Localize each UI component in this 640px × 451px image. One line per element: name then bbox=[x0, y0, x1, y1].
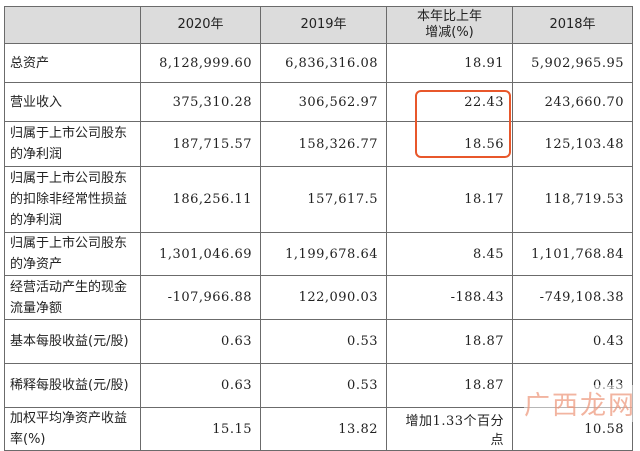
cell-change: 22.43 bbox=[386, 82, 513, 122]
header-row: 2020年 2019年 本年比上年 增减(%) 2018年 bbox=[4, 6, 633, 44]
cell-change: 18.91 bbox=[386, 43, 513, 83]
row-label: 归属于上市公司股东的净资产 bbox=[4, 232, 141, 276]
cell-2020: 0.63 bbox=[140, 319, 261, 364]
table-row: 基本每股收益(元/股) 0.63 0.53 18.87 0.43 bbox=[4, 319, 633, 364]
cell-2020: 187,715.57 bbox=[140, 121, 261, 167]
cell-2020: 1,301,046.69 bbox=[140, 232, 261, 276]
table-row: 归属于上市公司股东的扣除非经常性损益的净利润 186,256.11 157,61… bbox=[4, 166, 633, 233]
row-label: 经营活动产生的现金流量净额 bbox=[4, 275, 141, 320]
cell-2018: 5,902,965.95 bbox=[512, 43, 633, 83]
header-2020: 2020年 bbox=[140, 6, 261, 44]
cell-2018: 0.43 bbox=[512, 319, 633, 364]
row-label: 基本每股收益(元/股) bbox=[4, 319, 141, 364]
cell-2020: 375,310.28 bbox=[140, 82, 261, 122]
header-2018: 2018年 bbox=[512, 6, 633, 44]
cell-change: 8.45 bbox=[386, 232, 513, 276]
cell-2018: 243,660.70 bbox=[512, 82, 633, 122]
cell-2020: 8,128,999.60 bbox=[140, 43, 261, 83]
cell-change: 18.17 bbox=[386, 166, 513, 233]
cell-2019: 1,199,678.64 bbox=[260, 232, 387, 276]
cell-2019: 0.53 bbox=[260, 319, 387, 364]
row-label: 稀释每股收益(元/股) bbox=[4, 363, 141, 408]
cell-2020: 0.63 bbox=[140, 363, 261, 408]
row-label: 总资产 bbox=[4, 43, 141, 83]
table-row: 归属于上市公司股东的净利润 187,715.57 158,326.77 18.5… bbox=[4, 121, 633, 167]
cell-change: 18.87 bbox=[386, 363, 513, 408]
cell-2020: 186,256.11 bbox=[140, 166, 261, 233]
header-label-col bbox=[4, 6, 141, 44]
row-label: 营业收入 bbox=[4, 82, 141, 122]
cell-2020: 15.15 bbox=[140, 407, 261, 451]
table-row: 总资产 8,128,999.60 6,836,316.08 18.91 5,90… bbox=[4, 43, 633, 83]
cell-2019: 13.82 bbox=[260, 407, 387, 451]
header-2019: 2019年 bbox=[260, 6, 387, 44]
cell-change: 18.87 bbox=[386, 319, 513, 364]
row-label: 归属于上市公司股东的扣除非经常性损益的净利润 bbox=[4, 166, 141, 233]
cell-change: 18.56 bbox=[386, 121, 513, 167]
cell-2018: 1,101,768.84 bbox=[512, 232, 633, 276]
watermark-logo: 广西龙网 bbox=[523, 385, 636, 422]
financial-table: 2020年 2019年 本年比上年 增减(%) 2018年 总资产 8,128,… bbox=[4, 6, 633, 451]
header-change: 本年比上年 增减(%) bbox=[386, 6, 513, 44]
cell-2018: 125,103.48 bbox=[512, 121, 633, 167]
cell-2019: 157,617.5 bbox=[260, 166, 387, 233]
cell-2018: -749,108.38 bbox=[512, 275, 633, 320]
cell-2019: 6,836,316.08 bbox=[260, 43, 387, 83]
cell-2019: 122,090.03 bbox=[260, 275, 387, 320]
table-row: 归属于上市公司股东的净资产 1,301,046.69 1,199,678.64 … bbox=[4, 232, 633, 276]
row-label: 加权平均净资产收益率(%) bbox=[4, 407, 141, 451]
table-row: 经营活动产生的现金流量净额 -107,966.88 122,090.03 -18… bbox=[4, 275, 633, 320]
cell-2019: 158,326.77 bbox=[260, 121, 387, 167]
cell-change: 增加1.33个百分点 bbox=[386, 407, 513, 451]
cell-2018: 118,719.53 bbox=[512, 166, 633, 233]
cell-2019: 306,562.97 bbox=[260, 82, 387, 122]
cell-2019: 0.53 bbox=[260, 363, 387, 408]
row-label: 归属于上市公司股东的净利润 bbox=[4, 121, 141, 167]
table-row: 稀释每股收益(元/股) 0.63 0.53 18.87 0.43 bbox=[4, 363, 633, 408]
cell-change: -188.43 bbox=[386, 275, 513, 320]
cell-2020: -107,966.88 bbox=[140, 275, 261, 320]
table-row: 营业收入 375,310.28 306,562.97 22.43 243,660… bbox=[4, 82, 633, 122]
